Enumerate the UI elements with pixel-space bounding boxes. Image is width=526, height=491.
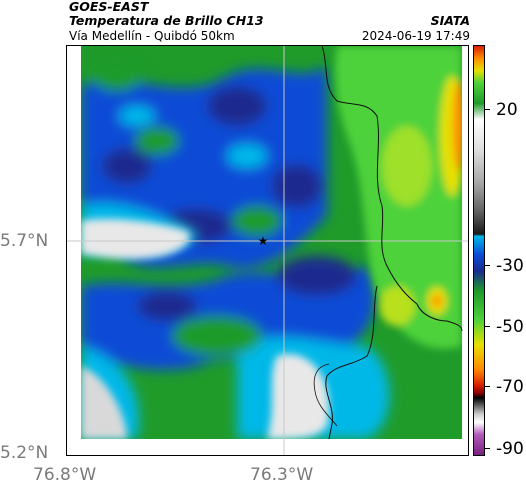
product-title: Temperatura de Brillo CH13 — [69, 13, 264, 28]
timestamp-label: 2024-06-19 17:49 — [361, 29, 470, 43]
municipal-border — [325, 285, 378, 440]
region-subtitle: Vía Medellín - Quibdó 50km — [69, 29, 235, 43]
map-canvas: ★ — [67, 46, 468, 455]
colorbar-tick — [485, 326, 490, 327]
colorbar-label: -70 — [496, 377, 524, 397]
colorbar-tick — [485, 448, 490, 449]
lat-tick-label: 5.7°N — [0, 231, 49, 251]
data-field — [81, 46, 468, 439]
colorbar-label: -30 — [496, 256, 524, 276]
colorbar-tick — [485, 109, 490, 110]
colorbar-label: -50 — [496, 317, 524, 337]
colorbar-label: 20 — [496, 100, 518, 120]
brightness-temperature-map: ★ — [66, 45, 469, 456]
river-line — [313, 363, 338, 427]
organization-label: SIATA — [430, 13, 470, 28]
colorbar-tick — [485, 265, 490, 266]
station-star-icon: ★ — [258, 234, 269, 248]
agency-title: GOES-EAST — [69, 0, 149, 14]
department-border — [321, 46, 463, 332]
lat-tick-label: 5.2°N — [0, 443, 49, 463]
colorbar — [473, 45, 485, 456]
colorbar-tick — [485, 386, 490, 387]
lon-tick-label: 76.3°W — [250, 465, 314, 485]
colorbar-label: -90 — [496, 439, 524, 459]
lon-tick-label: 76.8°W — [33, 465, 97, 485]
